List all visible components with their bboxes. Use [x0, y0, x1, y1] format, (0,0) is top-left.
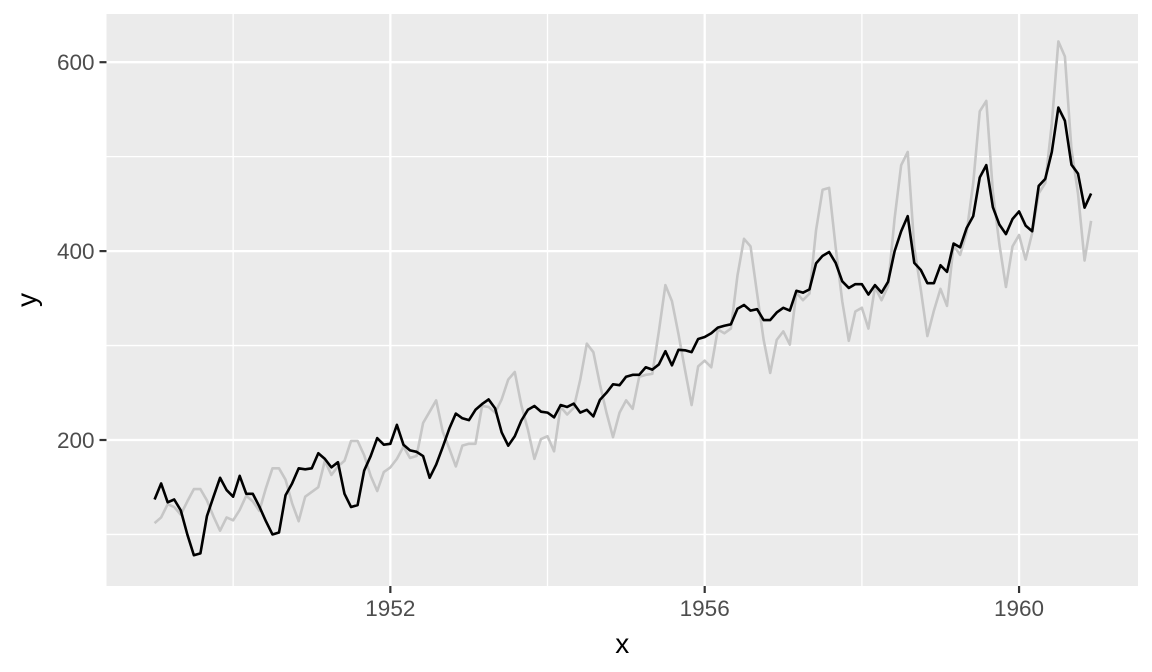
x-tick-label-1956: 1956 — [680, 596, 730, 621]
minor-gridlines — [106, 14, 1138, 586]
panel-background — [106, 14, 1138, 586]
y-tick-label-600: 600 — [57, 50, 95, 75]
y-tick-label-400: 400 — [57, 239, 95, 264]
data-series-lines — [153, 40, 1093, 557]
major-gridlines — [106, 14, 1138, 586]
x-axis-title: x — [615, 628, 629, 659]
x-tick-label-1960: 1960 — [994, 596, 1044, 621]
axis-tick-marks — [99, 61, 1021, 593]
axis-tick-labels: 200 400 600 1952 1956 1960 — [57, 50, 1044, 621]
x-tick-label-1952: 1952 — [365, 596, 415, 621]
seasonally-adjusted-black-line — [153, 106, 1093, 557]
y-tick-label-200: 200 — [57, 428, 95, 453]
original-grey-line — [153, 40, 1093, 532]
y-axis-title: y — [11, 293, 42, 307]
